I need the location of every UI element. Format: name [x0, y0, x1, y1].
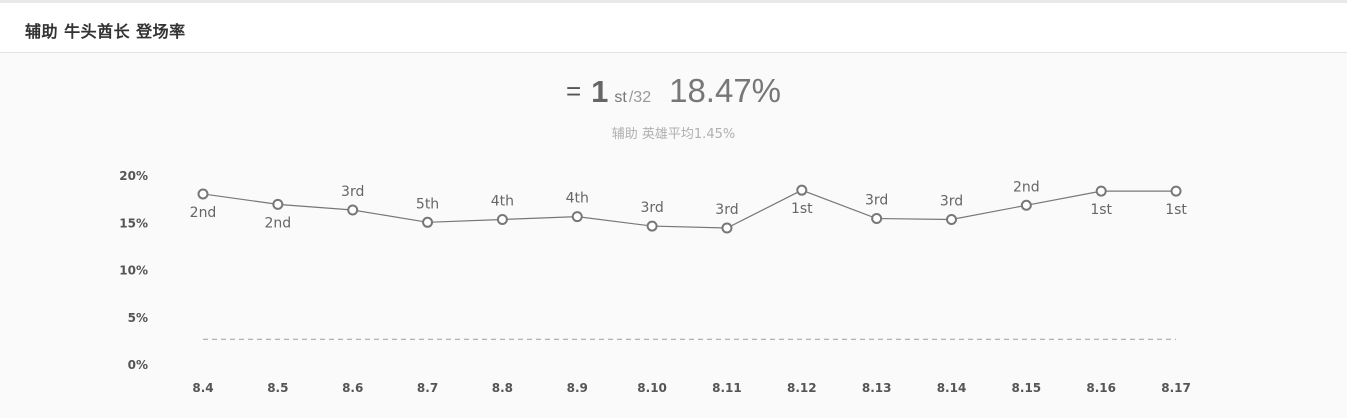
x-tick-label: 8.14 [937, 381, 967, 395]
rank-label: 4th [491, 193, 514, 209]
rank-label: 1st [1165, 202, 1187, 218]
rank-label: 3rd [341, 184, 364, 200]
x-tick-label: 8.7 [417, 381, 438, 395]
rank-label: 3rd [940, 193, 963, 209]
data-point [422, 216, 434, 228]
data-point [871, 213, 883, 225]
rank-label: 3rd [715, 202, 738, 218]
x-tick-label: 8.8 [492, 381, 513, 395]
x-tick-label: 8.10 [637, 381, 667, 395]
card-header: 辅助 牛头酋长 登场率 [0, 3, 1347, 53]
rank-total: /32 [628, 89, 652, 106]
data-point [1170, 185, 1182, 197]
rank-summary: = 1 st/32 18.47% [0, 72, 1347, 110]
page-title: 辅助 牛头酋长 登场率 [25, 22, 186, 41]
rank-label: 3rd [865, 193, 888, 209]
pick-rate-line-chart: 20% 15% 10% 5% 0% 8.4 8.5 8.6 8.7 8.8 8.9 8.10 8.11 8… [119, 169, 1191, 395]
series-line [202, 189, 1177, 229]
x-tick-label: 8.6 [342, 381, 363, 395]
rank-label: 2nd [1013, 179, 1040, 195]
data-point [796, 184, 808, 196]
x-tick-label: 8.12 [787, 381, 817, 395]
y-tick-label: 0% [128, 358, 148, 372]
x-tick-label: 8.5 [267, 381, 288, 395]
rank-trend-icon: = [565, 76, 582, 106]
data-point [1020, 199, 1032, 211]
x-tick-label: 8.17 [1161, 381, 1191, 395]
data-point [197, 188, 209, 200]
x-tick-label: 8.13 [862, 381, 892, 395]
data-point [571, 211, 583, 223]
rank-label: 2nd [265, 215, 292, 231]
y-tick-label: 10% [119, 264, 148, 278]
x-tick-label: 8.4 [192, 381, 213, 395]
y-tick-label: 5% [128, 311, 148, 325]
rank-suffix: st [614, 89, 627, 106]
rank-label: 5th [416, 196, 439, 212]
rank-label: 3rd [640, 200, 663, 216]
y-tick-label: 15% [119, 216, 148, 230]
role-average-text: 辅助 英雄平均1.45% [611, 127, 736, 142]
data-point [646, 220, 658, 232]
data-point [496, 213, 508, 225]
x-tick-label: 8.15 [1012, 381, 1042, 395]
y-tick-label: 20% [119, 169, 148, 183]
data-point [721, 222, 733, 234]
x-tick-label: 8.11 [712, 381, 742, 395]
x-tick-label: 8.9 [567, 381, 588, 395]
pick-rate-value: 18.47% [669, 72, 782, 109]
data-point [946, 213, 957, 225]
x-tick-label: 8.16 [1086, 381, 1116, 395]
data-point [347, 204, 359, 216]
data-point [1095, 185, 1107, 197]
rank-label: 1st [791, 201, 813, 217]
data-point [272, 198, 284, 210]
rank-label: 1st [1090, 202, 1112, 218]
rank-label: 2nd [190, 205, 217, 221]
rank-number: 1 [591, 74, 609, 109]
rank-label: 4th [566, 191, 589, 207]
